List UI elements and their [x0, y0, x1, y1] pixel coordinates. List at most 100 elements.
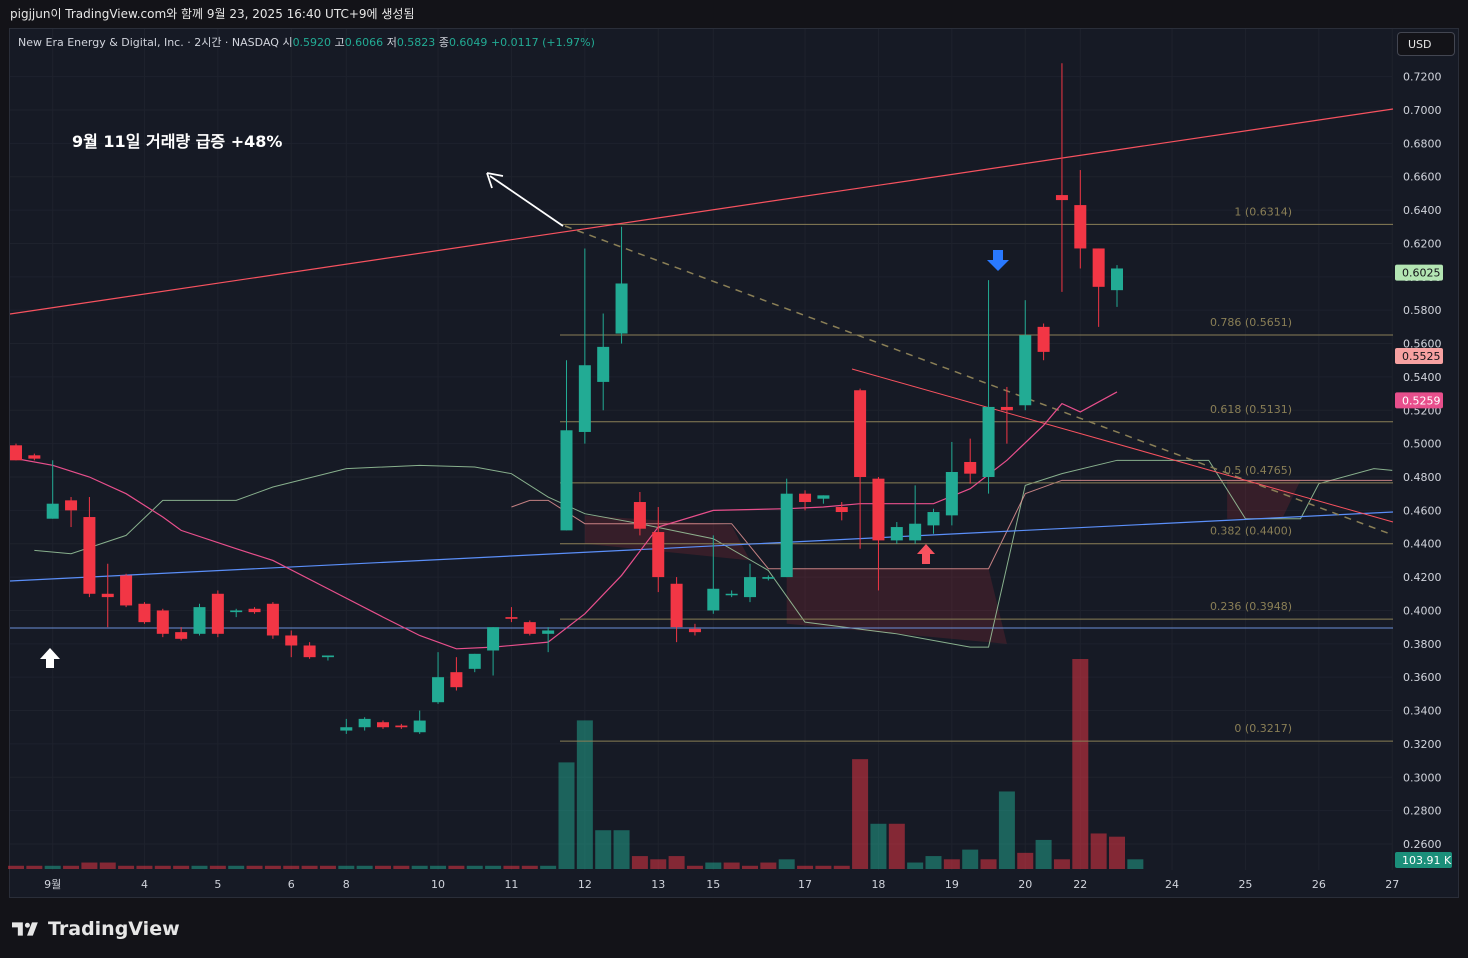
currency-button[interactable]: USD	[1397, 32, 1455, 56]
candle-body	[633, 502, 646, 529]
candle-body	[927, 512, 940, 526]
volume-bar	[393, 865, 410, 869]
tradingview-logo-icon	[12, 922, 38, 936]
price-tick-label: 0.6800	[1403, 137, 1442, 150]
candle-body	[799, 493, 812, 503]
up-arrow-icon	[917, 544, 935, 564]
price-tick-label: 0.3800	[1403, 638, 1442, 651]
up-candle	[578, 248, 591, 444]
support-trendline	[9, 511, 1394, 582]
volume-bar	[466, 865, 483, 869]
candle-body	[175, 632, 188, 639]
volume-bar	[448, 865, 465, 869]
up-candle	[487, 627, 500, 676]
time-tick-label: 12	[578, 878, 592, 891]
candle-body	[890, 527, 903, 541]
down-candle	[120, 573, 133, 608]
volume-bar	[650, 859, 667, 869]
volume-bar	[742, 865, 758, 869]
candles	[10, 63, 1123, 734]
time-tick-label: 24	[1165, 878, 1179, 891]
candle-body	[1019, 335, 1032, 406]
candle-body	[156, 610, 169, 634]
volume-bar	[1017, 852, 1034, 869]
volume-bar	[1035, 839, 1052, 869]
candle-body	[248, 608, 261, 613]
down-candle	[101, 563, 114, 628]
down-candle	[652, 507, 665, 593]
candle-body	[10, 445, 22, 461]
time-tick-label: 9월	[44, 878, 61, 891]
volume-bar	[962, 849, 979, 869]
change-value: +0.0117 (+1.97%)	[490, 36, 595, 49]
volume-badge: 103.91 K	[1402, 854, 1452, 867]
candle-body	[358, 718, 371, 728]
volume-bar	[998, 791, 1015, 869]
candle-body	[578, 365, 591, 432]
tradingview-brand[interactable]: TradingView	[12, 914, 180, 944]
candle-body	[707, 588, 720, 611]
volume-bar	[980, 859, 997, 869]
volume-bar	[375, 865, 391, 869]
candle-body	[193, 607, 206, 634]
volume-bar	[503, 865, 520, 869]
volume-bar	[797, 865, 814, 869]
candle-body	[285, 635, 298, 646]
down-candle	[10, 443, 22, 461]
time-tick-label: 22	[1073, 878, 1087, 891]
candle-body	[872, 478, 885, 541]
candle-body	[340, 727, 353, 731]
down-candle	[854, 388, 867, 549]
down-candle	[377, 720, 389, 729]
time-tick-label: 10	[431, 878, 445, 891]
price-badge: 0.5525	[1402, 350, 1441, 363]
volume-bar	[888, 823, 905, 869]
up-candle	[890, 522, 903, 544]
volume-bar	[1127, 859, 1144, 869]
cloud-bear-3	[1227, 480, 1301, 519]
volume-bar	[173, 865, 190, 869]
volume-spike-annotation[interactable]: 9월 11일 거래량 급증 +48%	[72, 132, 283, 151]
price-tick-label: 0.3400	[1403, 705, 1442, 718]
volume-bar	[338, 865, 355, 869]
low-label: 저	[386, 36, 397, 49]
candle-body	[523, 622, 536, 634]
time-tick-label: 26	[1312, 878, 1326, 891]
down-candle	[964, 438, 977, 484]
price-tick-label: 0.5800	[1403, 304, 1442, 317]
volume-bar	[228, 865, 245, 869]
up-candle	[615, 226, 628, 344]
volume-bar	[411, 865, 428, 869]
up-candle	[780, 478, 793, 578]
down-candle	[688, 623, 701, 636]
fibonacci-retracement: 1 (0.6314) 0.786 (0.5651) 0.618 (0.5131) 0.…	[560, 205, 1393, 742]
volume-bar	[356, 865, 373, 869]
time-tick-label: 19	[945, 878, 959, 891]
candle-body	[432, 677, 445, 703]
volume-bar	[1072, 659, 1089, 869]
price-tick-label: 0.5000	[1403, 438, 1442, 451]
price-tick-label: 0.4400	[1403, 538, 1442, 551]
down-candle	[28, 453, 41, 461]
volume-bar	[943, 859, 960, 869]
down-candle	[1092, 248, 1105, 327]
resistance-trendline	[9, 108, 1394, 315]
candle-body	[120, 575, 133, 606]
candle-body	[83, 517, 96, 594]
price-tick-label: 0.4600	[1403, 504, 1442, 517]
chart-caption: pigjjun이 TradingView.com와 함께 9월 23, 2025…	[10, 7, 415, 21]
cloud-bear-2	[584, 515, 750, 561]
volume-bar	[778, 859, 795, 869]
down-candle	[83, 497, 96, 598]
symbol-name: New Era Energy & Digital, Inc. · 2시간 · N…	[18, 36, 279, 49]
fib-level-label: 0.236 (0.3948)	[1210, 600, 1292, 613]
price-axis: 0.7200 0.7000 0.6800 0.6600 0.6400 0.6200 0.60…	[1395, 71, 1452, 868]
fib-level-label: 0 (0.3217)	[1234, 722, 1292, 735]
grid-lines	[10, 29, 1393, 870]
down-candle	[285, 630, 298, 658]
down-candle	[303, 642, 316, 659]
time-tick-label: 4	[141, 878, 148, 891]
volume-bar	[925, 856, 942, 869]
volume-bar	[44, 865, 61, 869]
